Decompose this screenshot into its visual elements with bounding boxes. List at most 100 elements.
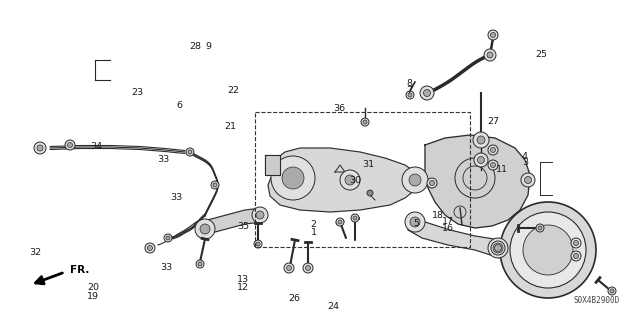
Text: FR.: FR. — [70, 265, 90, 275]
Circle shape — [493, 243, 503, 253]
Text: 4: 4 — [522, 152, 528, 161]
Circle shape — [488, 160, 498, 170]
Circle shape — [488, 145, 498, 155]
Polygon shape — [265, 155, 280, 175]
Text: 7: 7 — [406, 86, 413, 95]
Text: 33: 33 — [157, 155, 170, 164]
Circle shape — [282, 167, 304, 189]
Circle shape — [405, 212, 425, 232]
Circle shape — [610, 289, 614, 293]
Circle shape — [252, 207, 268, 223]
Circle shape — [538, 226, 542, 230]
Text: 32: 32 — [29, 248, 41, 256]
Circle shape — [345, 175, 355, 185]
Circle shape — [353, 216, 357, 220]
Circle shape — [65, 140, 75, 150]
Text: 2: 2 — [310, 220, 317, 229]
Circle shape — [256, 242, 260, 246]
Text: 9: 9 — [205, 42, 211, 51]
Text: 36: 36 — [333, 104, 345, 113]
Circle shape — [200, 224, 210, 234]
Circle shape — [573, 241, 579, 246]
Circle shape — [186, 148, 194, 156]
Text: 3: 3 — [522, 158, 528, 167]
Circle shape — [409, 174, 421, 186]
Circle shape — [67, 143, 72, 147]
Circle shape — [521, 173, 535, 187]
Text: 27: 27 — [487, 117, 499, 126]
Circle shape — [145, 243, 155, 253]
Circle shape — [571, 251, 581, 261]
Circle shape — [491, 241, 505, 255]
Circle shape — [254, 240, 262, 248]
Circle shape — [196, 260, 204, 268]
Circle shape — [473, 132, 489, 148]
Text: 5: 5 — [413, 219, 419, 228]
Circle shape — [34, 142, 46, 154]
Circle shape — [406, 91, 414, 99]
Circle shape — [500, 202, 596, 298]
Circle shape — [477, 136, 485, 144]
Circle shape — [495, 244, 502, 251]
Circle shape — [488, 30, 498, 40]
Circle shape — [338, 220, 342, 224]
Text: 24: 24 — [327, 302, 339, 311]
Circle shape — [213, 183, 217, 187]
Circle shape — [410, 217, 420, 227]
Circle shape — [402, 167, 428, 193]
Text: 17: 17 — [442, 217, 454, 226]
Text: 19: 19 — [87, 292, 99, 301]
Circle shape — [198, 262, 202, 266]
Circle shape — [336, 218, 344, 226]
Circle shape — [164, 234, 172, 242]
Circle shape — [166, 236, 170, 240]
Text: 33: 33 — [160, 263, 173, 272]
Text: 11: 11 — [497, 165, 508, 174]
Circle shape — [571, 238, 581, 248]
Circle shape — [490, 33, 495, 38]
Text: 1: 1 — [310, 228, 317, 237]
Circle shape — [608, 287, 616, 295]
Circle shape — [510, 212, 586, 288]
Polygon shape — [268, 148, 418, 212]
Text: 23: 23 — [132, 88, 143, 97]
Text: 13: 13 — [237, 275, 249, 284]
Text: 22: 22 — [228, 86, 239, 95]
Polygon shape — [200, 208, 262, 236]
Circle shape — [367, 190, 373, 196]
Text: 31: 31 — [362, 160, 374, 169]
Circle shape — [490, 162, 495, 167]
Text: S0X4B2900D: S0X4B2900D — [573, 296, 620, 305]
Text: 28: 28 — [189, 42, 201, 51]
Circle shape — [536, 224, 544, 232]
Circle shape — [573, 254, 579, 258]
Polygon shape — [408, 215, 500, 258]
Circle shape — [303, 263, 313, 273]
Circle shape — [340, 170, 360, 190]
Text: 12: 12 — [237, 283, 249, 292]
Circle shape — [270, 161, 274, 165]
Text: 25: 25 — [535, 50, 547, 59]
Text: 33: 33 — [170, 193, 182, 202]
Circle shape — [271, 156, 315, 200]
Circle shape — [490, 147, 495, 152]
Text: 16: 16 — [442, 224, 454, 233]
Circle shape — [427, 178, 437, 188]
Circle shape — [147, 246, 152, 250]
Circle shape — [211, 181, 219, 189]
Circle shape — [268, 159, 276, 167]
Text: 8: 8 — [406, 79, 413, 88]
Circle shape — [484, 49, 496, 61]
Circle shape — [420, 86, 434, 100]
Circle shape — [188, 150, 192, 154]
Circle shape — [523, 225, 573, 275]
Circle shape — [363, 120, 367, 124]
Text: 18: 18 — [433, 211, 444, 220]
Circle shape — [256, 211, 264, 219]
Bar — [255, 112, 470, 247]
Text: 26: 26 — [289, 294, 300, 303]
Circle shape — [305, 265, 310, 271]
Text: 20: 20 — [87, 283, 99, 292]
Circle shape — [488, 238, 508, 258]
Polygon shape — [425, 135, 530, 228]
